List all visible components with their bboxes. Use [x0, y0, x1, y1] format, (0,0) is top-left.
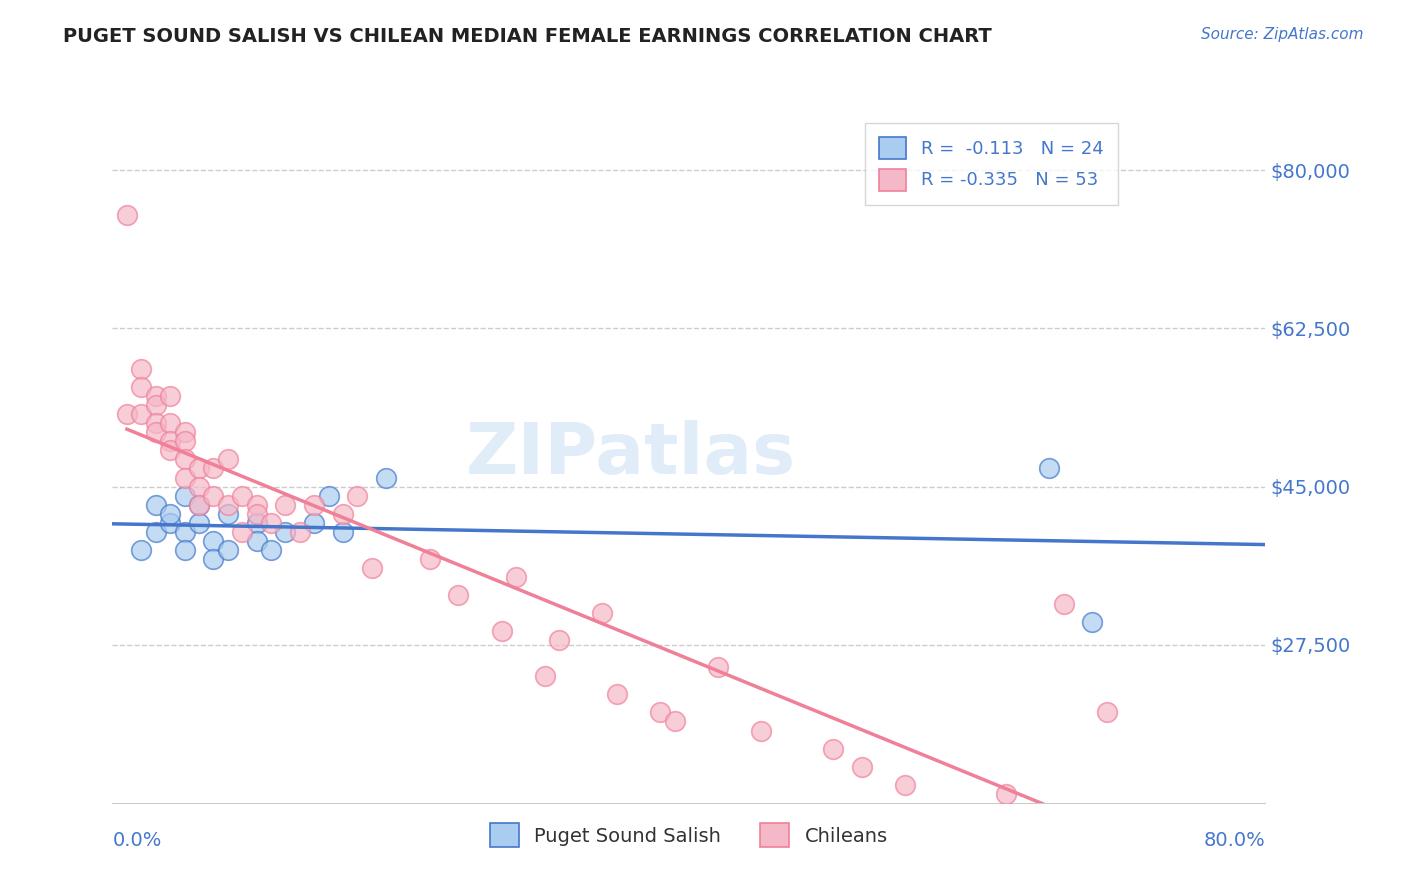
Point [304, 498, 326, 512]
Point [821, 741, 844, 756]
Point [1038, 461, 1060, 475]
Point [360, 561, 382, 575]
Point [419, 551, 441, 566]
Point [533, 669, 555, 683]
Point [159, 507, 181, 521]
Point [245, 516, 267, 530]
Legend: Puget Sound Salish, Chileans: Puget Sound Salish, Chileans [474, 808, 904, 863]
Point [749, 723, 772, 738]
Point [217, 507, 239, 521]
Point [173, 470, 195, 484]
Point [159, 434, 181, 449]
Point [706, 660, 728, 674]
Point [1081, 615, 1104, 629]
Point [1095, 706, 1118, 720]
Point [217, 498, 239, 512]
Point [159, 443, 181, 458]
Point [173, 452, 195, 467]
Point [173, 489, 195, 503]
Point [851, 759, 873, 773]
Point [606, 687, 628, 701]
Text: 0.0%: 0.0% [112, 830, 162, 850]
Point [145, 389, 167, 403]
Point [159, 417, 181, 431]
Point [115, 209, 138, 223]
Point [894, 778, 917, 792]
Point [173, 434, 195, 449]
Point [592, 606, 614, 620]
Point [145, 425, 167, 440]
Point [648, 706, 672, 720]
Point [145, 417, 167, 431]
Point [231, 489, 253, 503]
Point [217, 452, 239, 467]
Point [304, 516, 326, 530]
Point [245, 507, 267, 521]
Point [1052, 597, 1074, 611]
Point [664, 714, 686, 729]
Point [995, 787, 1018, 801]
Point [318, 489, 340, 503]
Point [260, 516, 283, 530]
Point [129, 542, 153, 557]
Point [129, 407, 153, 421]
Point [115, 407, 138, 421]
Text: ZIPatlas: ZIPatlas [467, 420, 796, 490]
Point [159, 389, 181, 403]
Point [145, 498, 167, 512]
Point [129, 380, 153, 394]
Point [274, 498, 297, 512]
Point [375, 470, 398, 484]
Point [173, 542, 195, 557]
Point [245, 533, 267, 548]
Point [217, 542, 239, 557]
Point [202, 533, 225, 548]
Point [346, 489, 368, 503]
Point [129, 362, 153, 376]
Point [447, 588, 470, 602]
Point [332, 524, 354, 539]
Point [188, 461, 211, 475]
Point [188, 498, 211, 512]
Point [332, 507, 354, 521]
Point [188, 479, 211, 493]
Point [505, 570, 527, 584]
Point [288, 524, 311, 539]
Text: Source: ZipAtlas.com: Source: ZipAtlas.com [1201, 27, 1364, 42]
Point [173, 425, 195, 440]
Point [202, 551, 225, 566]
Text: PUGET SOUND SALISH VS CHILEAN MEDIAN FEMALE EARNINGS CORRELATION CHART: PUGET SOUND SALISH VS CHILEAN MEDIAN FEM… [63, 27, 993, 45]
Point [231, 524, 253, 539]
Point [145, 398, 167, 412]
Point [173, 524, 195, 539]
Point [202, 461, 225, 475]
Point [260, 542, 283, 557]
Point [491, 624, 513, 639]
Point [145, 524, 167, 539]
Point [548, 633, 571, 648]
Point [274, 524, 297, 539]
Point [202, 489, 225, 503]
Point [188, 516, 211, 530]
Point [159, 516, 181, 530]
Point [188, 498, 211, 512]
Text: 80.0%: 80.0% [1204, 830, 1265, 850]
Point [245, 498, 267, 512]
